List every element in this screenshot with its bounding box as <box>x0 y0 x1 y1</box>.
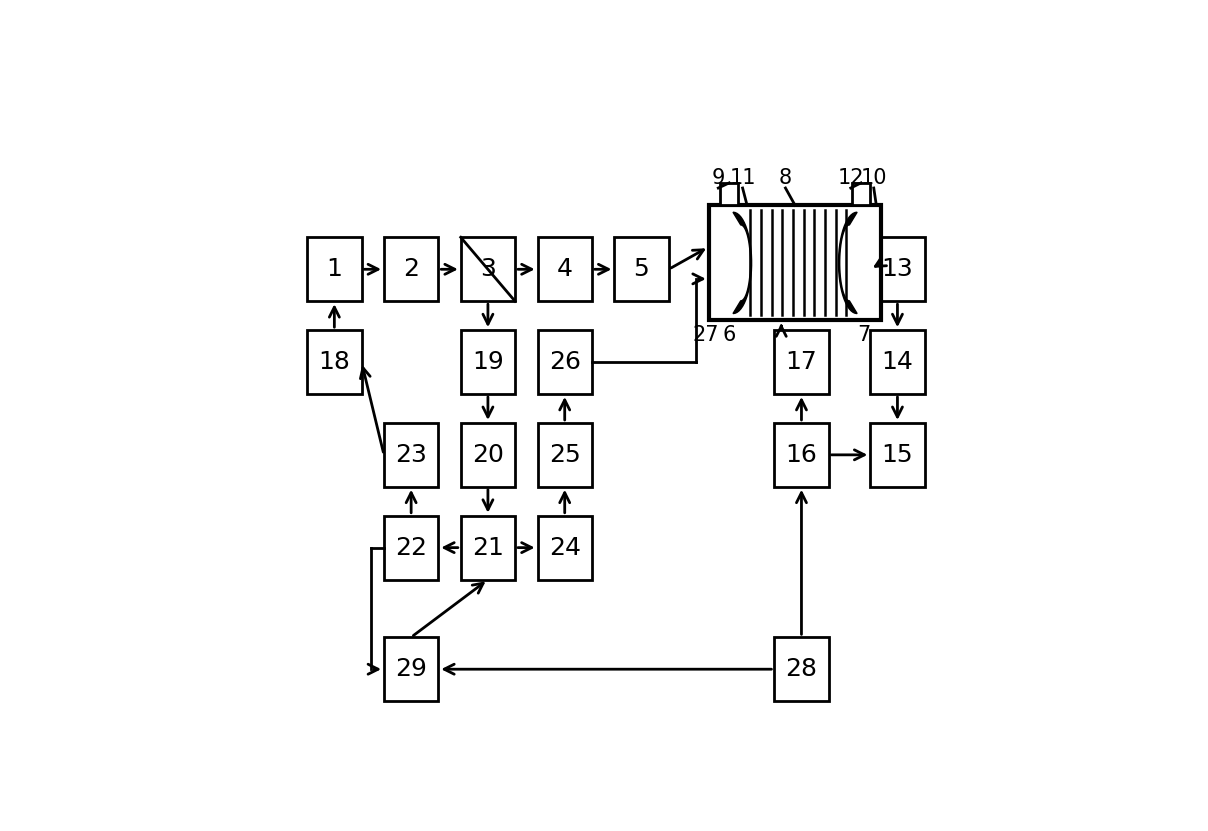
Text: 20: 20 <box>472 443 504 467</box>
Text: 12: 12 <box>837 168 864 188</box>
Bar <box>460 330 515 394</box>
Text: 21: 21 <box>472 536 504 559</box>
Text: 16: 16 <box>785 443 818 467</box>
Text: 4: 4 <box>557 258 573 281</box>
Text: 22: 22 <box>395 536 428 559</box>
Text: 13: 13 <box>882 258 913 281</box>
Text: 8: 8 <box>779 168 792 188</box>
Bar <box>460 238 515 302</box>
Text: 27: 27 <box>693 325 720 345</box>
Bar <box>774 637 829 701</box>
Bar <box>460 423 515 487</box>
Text: 19: 19 <box>472 350 504 374</box>
Text: 24: 24 <box>548 536 581 559</box>
Bar <box>384 238 439 302</box>
Bar <box>538 515 592 580</box>
Bar <box>538 238 592 302</box>
Text: 29: 29 <box>395 657 428 681</box>
Text: 26: 26 <box>548 350 581 374</box>
Bar <box>538 423 592 487</box>
Bar <box>460 515 515 580</box>
Bar <box>384 423 439 487</box>
Bar <box>615 238 669 302</box>
Text: 7: 7 <box>856 325 870 345</box>
Text: 10: 10 <box>860 168 887 188</box>
Bar <box>870 238 924 302</box>
Bar <box>307 330 361 394</box>
Bar <box>774 330 829 394</box>
Text: 28: 28 <box>785 657 818 681</box>
Bar <box>870 330 924 394</box>
Text: 14: 14 <box>882 350 913 374</box>
Text: 18: 18 <box>319 350 350 374</box>
Bar <box>852 183 870 205</box>
Text: 23: 23 <box>395 443 428 467</box>
Text: 6: 6 <box>722 325 736 345</box>
Text: 9: 9 <box>712 168 725 188</box>
Polygon shape <box>838 212 858 313</box>
Text: 11: 11 <box>730 168 756 188</box>
Text: 5: 5 <box>634 258 650 281</box>
Text: 25: 25 <box>548 443 581 467</box>
Bar <box>774 423 829 487</box>
Text: 1: 1 <box>326 258 342 281</box>
Bar <box>720 183 738 205</box>
Bar <box>709 205 882 321</box>
Bar <box>307 238 361 302</box>
Bar <box>538 330 592 394</box>
Bar <box>384 515 439 580</box>
Text: 3: 3 <box>480 258 495 281</box>
Polygon shape <box>733 212 751 313</box>
Bar <box>384 637 439 701</box>
Text: 15: 15 <box>882 443 913 467</box>
Text: 17: 17 <box>785 350 818 374</box>
Text: 2: 2 <box>403 258 419 281</box>
Bar <box>870 423 924 487</box>
